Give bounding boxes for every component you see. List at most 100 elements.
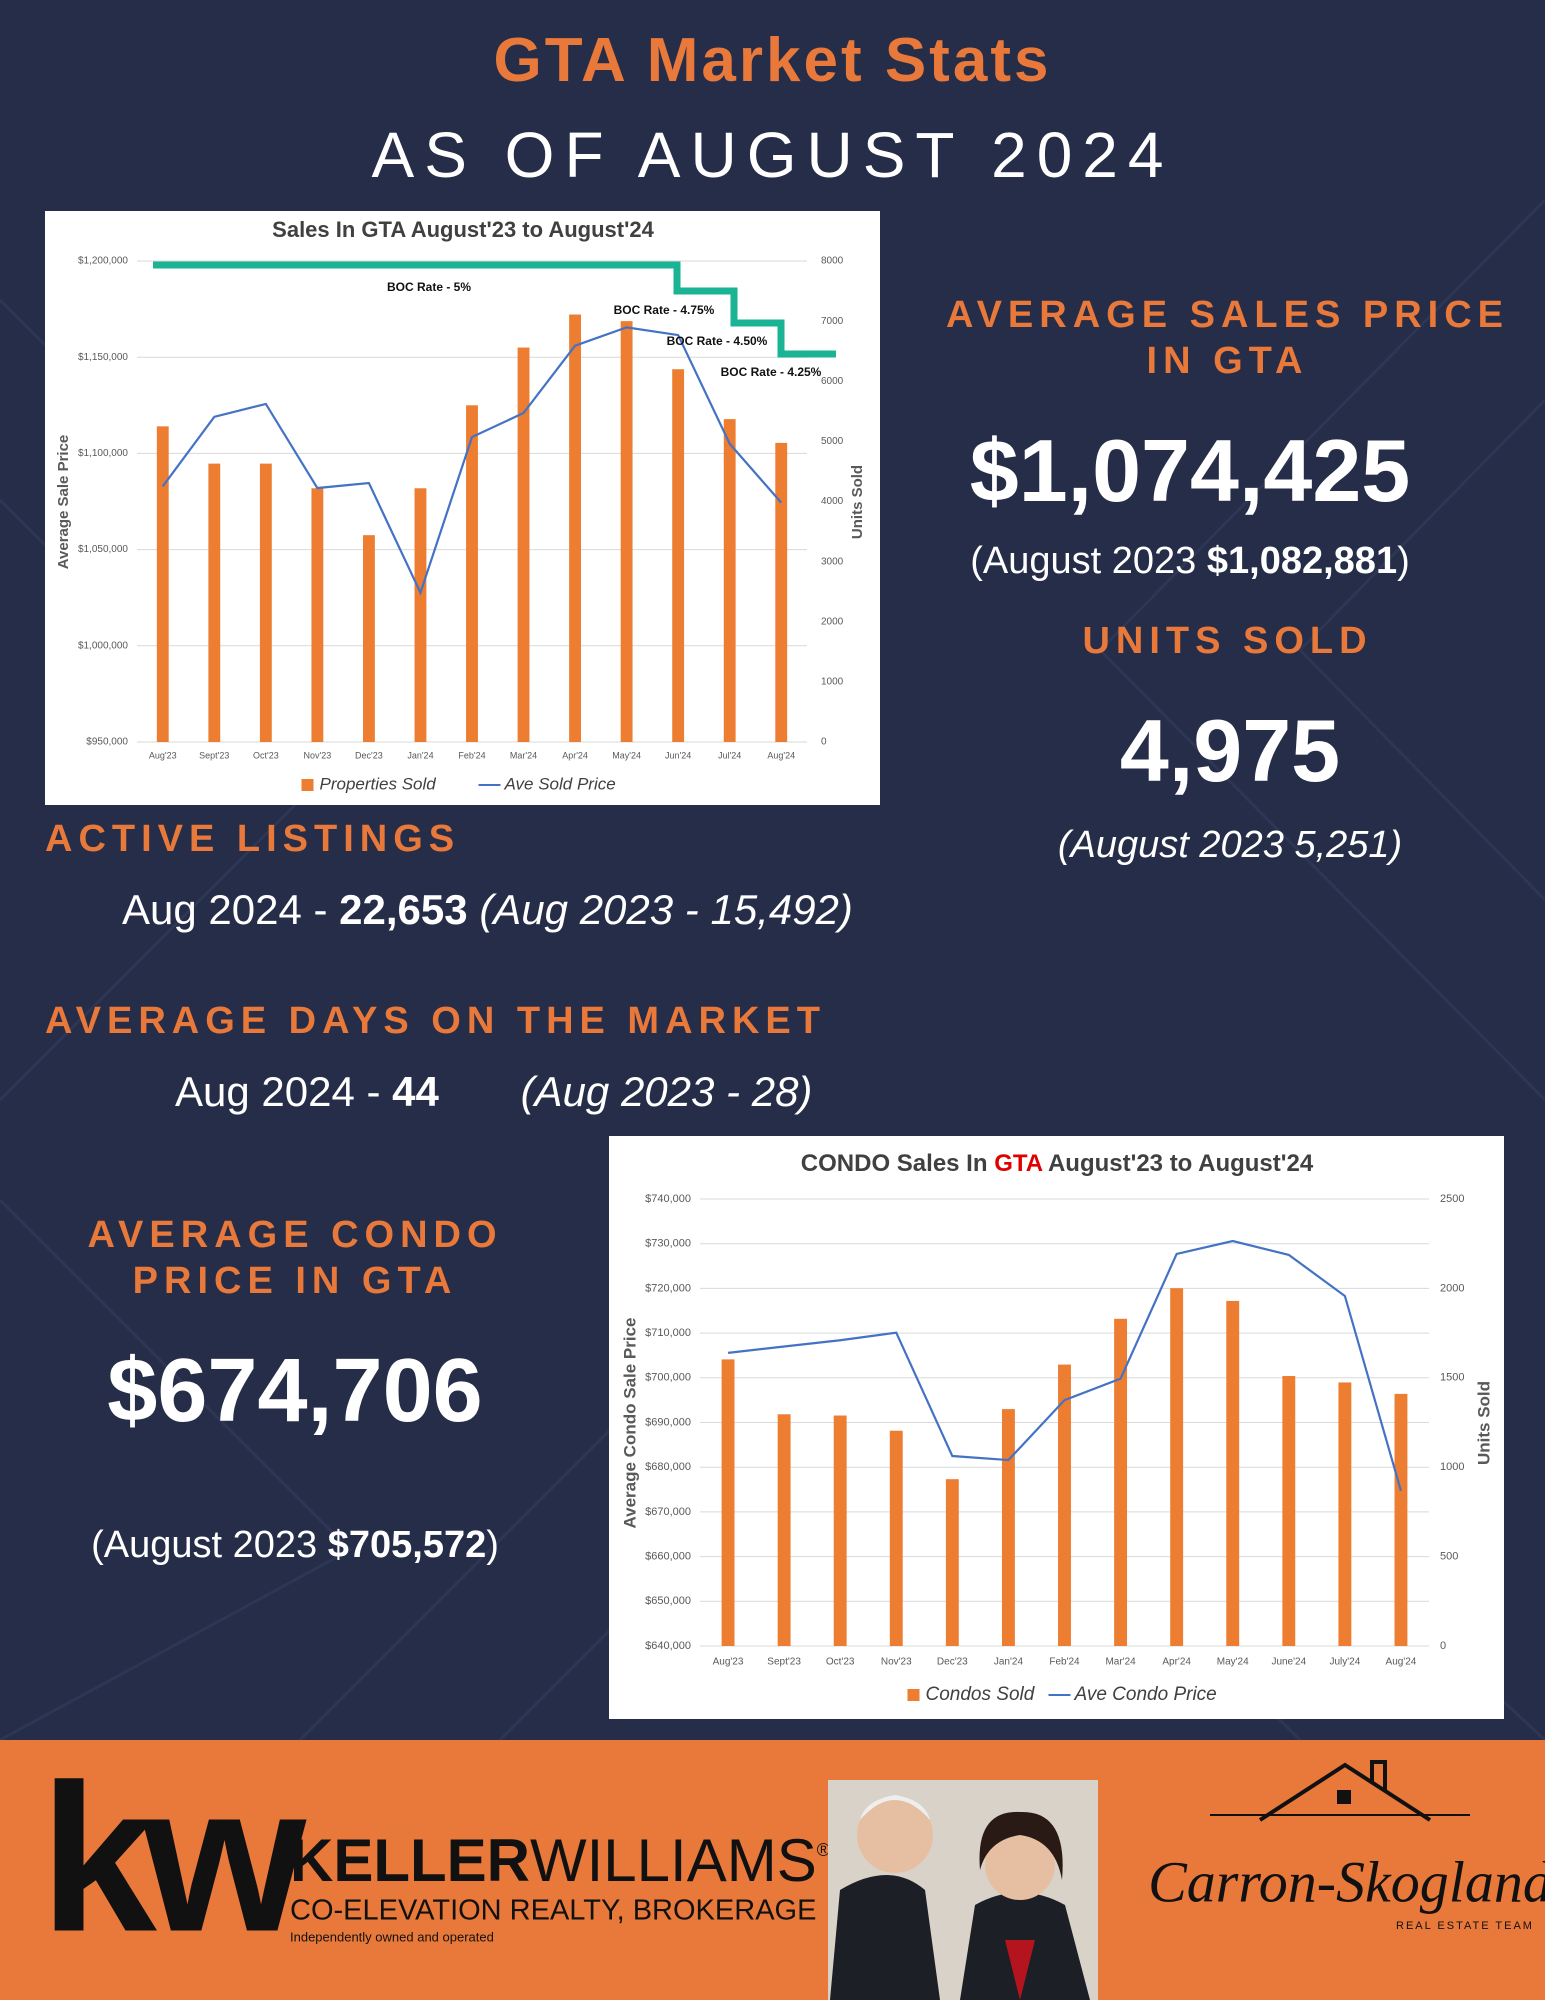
y2-tick-label: 7000: [821, 316, 844, 327]
condo-heading: AVERAGE CONDO PRICE IN GTA: [0, 1212, 590, 1304]
team-name: Carron-Skogland: [1148, 1849, 1545, 1914]
heading-line: PRICE IN GTA: [132, 1260, 458, 1302]
x-tick-label: Jan'24: [407, 750, 433, 760]
y-tick-label: $660,000: [645, 1551, 691, 1563]
active-listings-line: Aug 2024 - 22,653 (Aug 2023 - 15,492): [122, 886, 853, 934]
x-tick-label: Oct'23: [826, 1657, 855, 1668]
comparison-suffix: ): [1389, 824, 1403, 866]
comparison-value: $705,572: [327, 1524, 487, 1566]
comparison-prefix: (August 2023: [91, 1524, 318, 1566]
annotation: BOC Rate - 5%: [387, 280, 471, 294]
chart-title: CONDO Sales In GTA August'23 to August'2…: [801, 1150, 1314, 1177]
x-tick-label: Feb'24: [458, 750, 485, 760]
y-axis-label: Average Condo Sale Price: [620, 1317, 639, 1528]
comparison-value: 5,251: [1294, 824, 1390, 866]
line-series: [727, 1239, 1403, 1492]
bar: [889, 1430, 903, 1646]
title-part: August'23 to August'24: [1048, 1150, 1314, 1177]
bar: [1338, 1382, 1352, 1646]
legend-label: Properties Sold: [320, 774, 437, 793]
y2-tick-label: 1000: [821, 677, 844, 688]
y2-tick-label: 2000: [1440, 1282, 1464, 1294]
x-tick-label: Aug'23: [713, 1657, 744, 1668]
bar: [721, 1359, 735, 1646]
y2-tick-label: 1500: [1440, 1372, 1464, 1384]
brand-part: WILLIAMS: [530, 1827, 817, 1894]
y-tick-label: $1,000,000: [78, 640, 128, 651]
brand-part: KELLER: [290, 1827, 530, 1894]
x-tick-label: Jul'24: [718, 750, 741, 760]
x-tick-label: Aug'24: [1386, 1657, 1417, 1668]
bar: [311, 488, 324, 742]
bar: [414, 488, 427, 742]
bar: [362, 535, 375, 742]
line-comparison: (Aug 2023 - 15,492): [479, 886, 853, 933]
bar: [1001, 1409, 1015, 1646]
x-tick-label: Apr'24: [562, 750, 588, 760]
y-tick-label: $690,000: [645, 1416, 691, 1428]
units-sold-heading: UNITS SOLD: [1082, 620, 1373, 662]
heading-line: AVERAGE SALES PRICE: [945, 294, 1510, 336]
x-tick-label: Jun'24: [665, 750, 691, 760]
x-tick-label: Apr'24: [1162, 1657, 1191, 1668]
y-tick-label: $730,000: [645, 1238, 691, 1250]
x-tick-label: Sept'23: [199, 750, 229, 760]
chart-title: Sales In GTA August'23 to August'24: [272, 217, 654, 242]
title-part: CONDO Sales In: [801, 1150, 988, 1177]
condo-value: $674,706: [107, 1341, 483, 1441]
y-tick-label: $680,000: [645, 1461, 691, 1473]
y2-tick-label: 6000: [821, 376, 844, 387]
y-axis-label: Average Sale Price: [55, 435, 72, 570]
active-listings-heading: ACTIVE LISTINGS: [45, 818, 461, 860]
bar: [1394, 1393, 1408, 1646]
y2-tick-label: 0: [1440, 1640, 1446, 1652]
x-tick-label: July'24: [1329, 1657, 1360, 1668]
bar: [672, 369, 685, 742]
x-tick-label: Dec'23: [355, 750, 383, 760]
x-tick-label: Aug'24: [767, 750, 795, 760]
x-tick-label: Jan'24: [994, 1657, 1024, 1668]
boc-rate-line: [153, 261, 836, 358]
x-tick-label: May'24: [612, 750, 641, 760]
bar: [833, 1415, 847, 1646]
annotation: BOC Rate - 4.25%: [721, 365, 822, 379]
bar: [723, 419, 736, 742]
x-tick-label: Aug'23: [149, 750, 177, 760]
bar: [517, 347, 530, 742]
comparison-prefix: (August 2023: [1057, 824, 1284, 866]
x-tick-label: June'24: [1271, 1657, 1306, 1668]
page-title: GTA Market Stats: [493, 26, 1052, 95]
y2-tick-label: 4000: [821, 496, 844, 507]
bar: [208, 463, 221, 742]
days-line: Aug 2024 - 44 (Aug 2023 - 28): [175, 1068, 812, 1116]
bar: [1114, 1318, 1128, 1646]
bar: [259, 463, 272, 742]
condo-chart: CONDO Sales In GTA August'23 to August'2…: [609, 1136, 1504, 1719]
bar: [1226, 1300, 1240, 1646]
y2-tick-label: 1000: [1440, 1461, 1464, 1473]
footer-band: [0, 1740, 1545, 2000]
team-logo: Carron-Skogland REAL ESTATE TEAM: [1148, 1760, 1545, 1932]
heading-line: AVERAGE CONDO: [87, 1214, 503, 1256]
x-tick-label: Mar'24: [1105, 1657, 1136, 1668]
line-comparison: (Aug 2023 - 28): [520, 1068, 813, 1115]
bar: [466, 405, 478, 742]
bar: [569, 314, 582, 742]
y-tick-label: $1,050,000: [78, 544, 128, 555]
line-prefix: Aug 2024 -: [175, 1068, 381, 1115]
annotation: BOC Rate - 4.50%: [667, 334, 768, 348]
legend-swatch: [301, 779, 314, 791]
y-tick-label: $710,000: [645, 1327, 691, 1339]
x-tick-label: Nov'23: [304, 750, 332, 760]
brand-name: KELLERWILLIAMS®: [290, 1827, 830, 1894]
units-sold-value: 4,975: [1119, 701, 1341, 800]
sales-chart: Sales In GTA August'23 to August'24 Aver…: [45, 211, 880, 805]
x-tick-label: Oct'23: [253, 750, 279, 760]
bar: [777, 1414, 791, 1646]
y-tick-label: $700,000: [645, 1372, 691, 1384]
y-tick-label: $1,200,000: [78, 256, 128, 267]
footer: kw KELLERWILLIAMS® CO-ELEVATION REALTY, …: [0, 1740, 1545, 2000]
y2-tick-label: 5000: [821, 436, 844, 447]
y-tick-label: $640,000: [645, 1640, 691, 1652]
